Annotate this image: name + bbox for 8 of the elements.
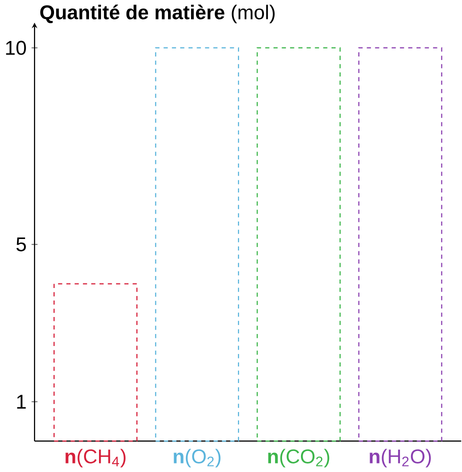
y-axis-title: Quantité de matière (mol): [40, 4, 275, 24]
y-tick-label: 10: [6, 40, 26, 55]
x-tick-label: n(CH$_{4}$): [66, 448, 126, 468]
x-tick-label: n(H$_{2}$O): [370, 448, 431, 468]
x-tick-label: n(CO$_{2}$): [268, 448, 330, 468]
x-tick-label: n(O$_{2}$): [174, 448, 221, 468]
y-tick-label: 1: [17, 394, 26, 409]
y-tick-label: 5: [16, 238, 26, 252]
